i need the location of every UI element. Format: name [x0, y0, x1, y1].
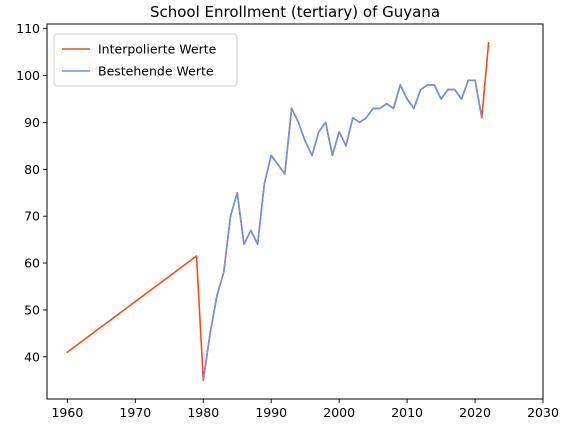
x-axis: 1960 1970 1980 1990 2000 2010 2020 2030: [51, 399, 559, 420]
y-tick-label: 90: [24, 115, 40, 130]
x-tick-label: 2000: [323, 405, 355, 420]
y-tick-label: 70: [24, 209, 40, 224]
x-tick-label: 1970: [119, 405, 151, 420]
series-lines: [66, 41, 490, 382]
chart-title: School Enrollment (tertiary) of Guyana: [150, 3, 440, 21]
series-line-2: [202, 79, 483, 382]
x-tick-label: 1990: [255, 405, 287, 420]
plot-area-frame: [46, 23, 544, 400]
legend-box: [53, 33, 238, 87]
series-line-1: [66, 41, 490, 382]
y-tick-label: 110: [16, 21, 40, 36]
y-tick-label: 60: [24, 256, 40, 271]
y-tick-label: 40: [24, 349, 40, 364]
x-tick-label: 1960: [51, 405, 83, 420]
legend-label-2: Bestehende Werte: [98, 64, 214, 79]
x-tick-label: 1980: [187, 405, 219, 420]
x-tick-label: 2020: [459, 405, 491, 420]
x-tick-label: 2010: [391, 405, 423, 420]
y-tick-label: 50: [24, 302, 40, 317]
legend: Interpolierte Werte Bestehende Werte: [53, 33, 238, 87]
x-tick-label: 2030: [527, 405, 559, 420]
legend-label-1: Interpolierte Werte: [98, 42, 217, 57]
y-tick-label: 80: [24, 162, 40, 177]
y-tick-label: 100: [16, 68, 40, 83]
y-axis: 40 50 60 70 80 90 100 110: [16, 21, 47, 364]
